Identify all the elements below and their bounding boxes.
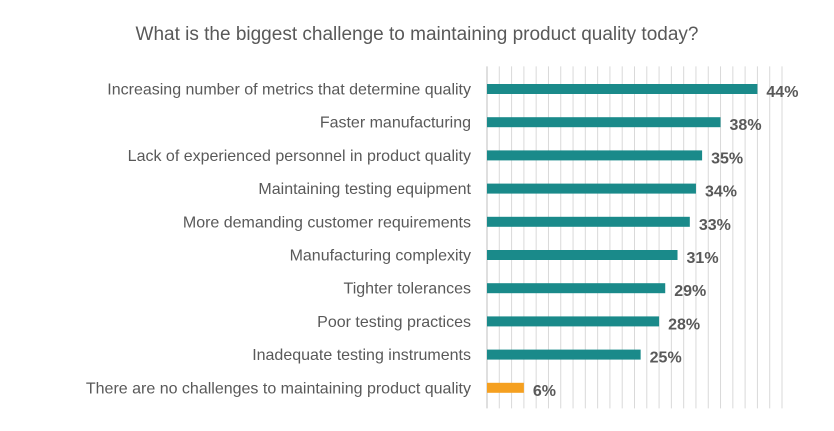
value-label: 38% — [730, 117, 762, 134]
category-label: Inadequate testing instruments — [252, 347, 471, 364]
category-label: Manufacturing complexity — [290, 248, 471, 265]
category-label: Lack of experienced personnel in product… — [128, 148, 471, 165]
value-label: 33% — [699, 217, 731, 234]
bar — [487, 117, 721, 128]
bar — [487, 250, 678, 260]
value-label: 29% — [674, 283, 706, 300]
value-labels: 44%38% 35% 34% 33% 31% 29% 28% 25% 6% — [533, 84, 799, 400]
chart-title: What is the biggest challenge to maintai… — [136, 24, 699, 45]
value-label: 31% — [687, 250, 719, 267]
value-label: 34% — [705, 184, 737, 201]
category-label: Tighter tolerances — [344, 281, 471, 298]
category-label: Poor testing practices — [317, 314, 471, 331]
category-labels: Increasing number of metrics that determ… — [86, 82, 472, 398]
category-label: More demanding customer requirements — [183, 214, 471, 231]
value-label: 6% — [533, 383, 556, 400]
category-label: Increasing number of metrics that determ… — [107, 82, 471, 99]
value-label: 28% — [668, 316, 700, 333]
bar — [487, 216, 690, 227]
category-label: There are no challenges to maintaining p… — [86, 380, 471, 397]
category-label: Maintaining testing equipment — [258, 181, 471, 198]
value-label: 44% — [766, 84, 798, 101]
bar — [487, 84, 758, 94]
bar — [487, 150, 703, 161]
bar — [487, 382, 524, 393]
bar — [487, 183, 696, 194]
bars — [487, 84, 758, 393]
bar — [487, 349, 641, 360]
value-label: 35% — [711, 150, 743, 167]
category-label: Faster manufacturing — [320, 115, 471, 132]
bar — [487, 283, 666, 294]
bar — [487, 316, 660, 327]
value-label: 25% — [650, 350, 682, 367]
